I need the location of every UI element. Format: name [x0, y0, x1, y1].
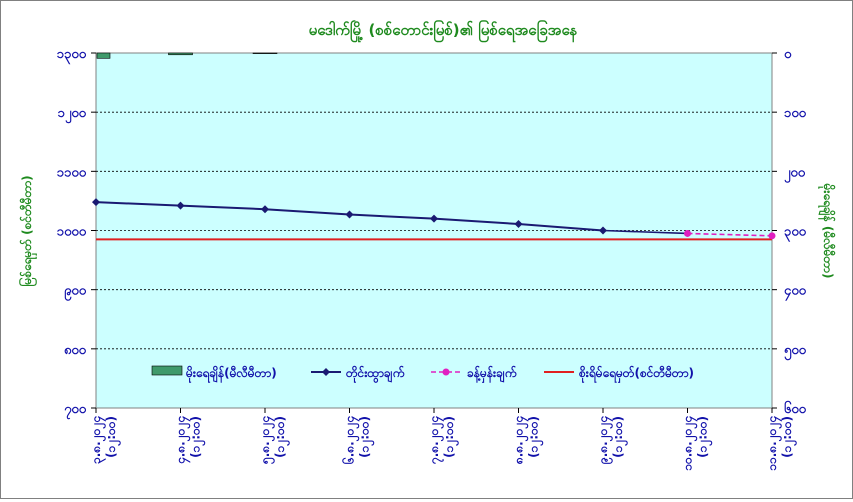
- left-tick-label: ၁၀၀၀: [57, 225, 87, 240]
- rainfall-bar: [168, 52, 193, 56]
- observed-point: [92, 198, 100, 207]
- forecast-point: [768, 232, 776, 240]
- legend-label-rainfall: မိုးရေချိန်(မီလီမီတာ): [185, 364, 277, 384]
- x-tick-date: ၃.၈.၂၀၂၄: [89, 416, 107, 464]
- x-tick-date: ၈.၈.၂၀၂၄: [512, 416, 530, 465]
- right-tick-label: ၅၀၀: [784, 343, 807, 361]
- x-tick-time: (၁၂:၀၀): [104, 416, 122, 458]
- forecast-line: [687, 232, 773, 237]
- legend: မိုးရေချိန်(မီလီမီတာ) တိုင်းထွာချက် ခန့်မှ…: [151, 364, 694, 384]
- left-axis-ticks: ၇၀၀ ၈၀၀ ၉၀၀ ၁၀၀၀ ၁၁၀၀ ၁၂၀၀ ၁၃၀၀: [57, 47, 96, 420]
- rainfall-bar: [252, 52, 278, 54]
- rainfall-bar: [96, 52, 111, 59]
- x-tick-time: (၁၂:၀၀): [611, 416, 629, 458]
- x-tick-time: (၁၂:၀၀): [442, 416, 460, 458]
- x-tick-time: (၁၂:၀၀): [527, 416, 545, 458]
- right-tick-label: ၃၀၀: [784, 225, 807, 243]
- rainfall-bars: [96, 52, 278, 59]
- legend-label-observed: တိုင်းထွာချက်: [345, 364, 405, 384]
- x-tick-date: ၉.၈.၂၀၂၄: [596, 416, 614, 465]
- left-tick-label: ၁၃၀၀: [57, 47, 87, 65]
- x-tick-date: ၁၀.၈.၂၀၂၄: [681, 416, 699, 471]
- x-tick-date: ၄.၈.၂၀၂၄: [174, 416, 192, 465]
- x-tick-time: (၁၂:၀၀): [696, 416, 714, 458]
- right-tick-label: ၂၀၀: [784, 165, 806, 183]
- gridlines: [96, 111, 772, 350]
- forecast-point: [684, 229, 691, 237]
- left-tick-label: ၈၀၀: [64, 343, 87, 358]
- observed-point: [599, 226, 607, 235]
- x-tick-date: ၇.၈.၂၀၂၄: [427, 416, 445, 465]
- legend-marker-forecast: [442, 368, 450, 376]
- y-axis-label-right: မိုးရေချိန် (မီလီမီတာ): [817, 183, 837, 279]
- observed-point: [430, 214, 438, 223]
- legend-label-forecast: ခန့်မှန်းချက်: [467, 364, 517, 384]
- y-axis-label-left: မြစ်ရေမှတ် (စင်တီမီတာ): [17, 175, 38, 286]
- right-tick-label: ၆၀၀: [784, 400, 807, 417]
- x-tick-time: (၁၂:၀၀): [273, 416, 291, 458]
- x-tick-time: (၁၂:၀၀): [189, 416, 207, 458]
- observed-point: [514, 219, 523, 228]
- right-tick-label: ၁၀၀: [784, 106, 807, 121]
- observed-line-link: [602, 229, 688, 235]
- left-tick-label: ၁၂၀၀: [58, 106, 87, 124]
- left-tick-label: ၇၀၀: [64, 402, 87, 420]
- x-axis-ticks: ၃.၈.၂၀၂၄ (၁၂:၀၀) ၄.၈.၂၀၂၄ (၁၂:၀၀) ၅.၈.၂၀၂၄ (၁…: [89, 408, 798, 471]
- right-tick-label: ၀: [784, 47, 792, 62]
- x-tick-time: (၁၂:၀၀): [358, 416, 376, 458]
- right-tick-label: ၄၀၀: [784, 284, 807, 302]
- x-tick-time: (၁၂:၀၀): [780, 416, 798, 458]
- observed-point: [176, 201, 185, 210]
- left-tick-label: ၁၁၀၀: [57, 165, 87, 180]
- legend-marker-observed: [322, 368, 330, 376]
- observed-point: [345, 210, 354, 219]
- legend-label-warning: စိုးရိမ်ရေမှတ်(စင်တီမီတာ): [578, 364, 694, 384]
- left-tick-label: ၉၀၀: [64, 284, 87, 302]
- x-tick-date: ၆.၈.၂၀၂၄: [341, 416, 361, 465]
- series-lines: [92, 198, 776, 241]
- observed-point: [261, 205, 269, 214]
- chart-title: မဒေါက်မြို့ (စစ်တောင်းမြစ်)၏ မြစ်ရေအခြေအ…: [309, 19, 578, 43]
- legend-swatch-rainfall: [151, 365, 183, 376]
- x-tick-date: ၁၁.၈.၂၀၂၄: [765, 416, 783, 471]
- x-tick-date: ၅.၈.၂၀၂၄: [258, 416, 276, 465]
